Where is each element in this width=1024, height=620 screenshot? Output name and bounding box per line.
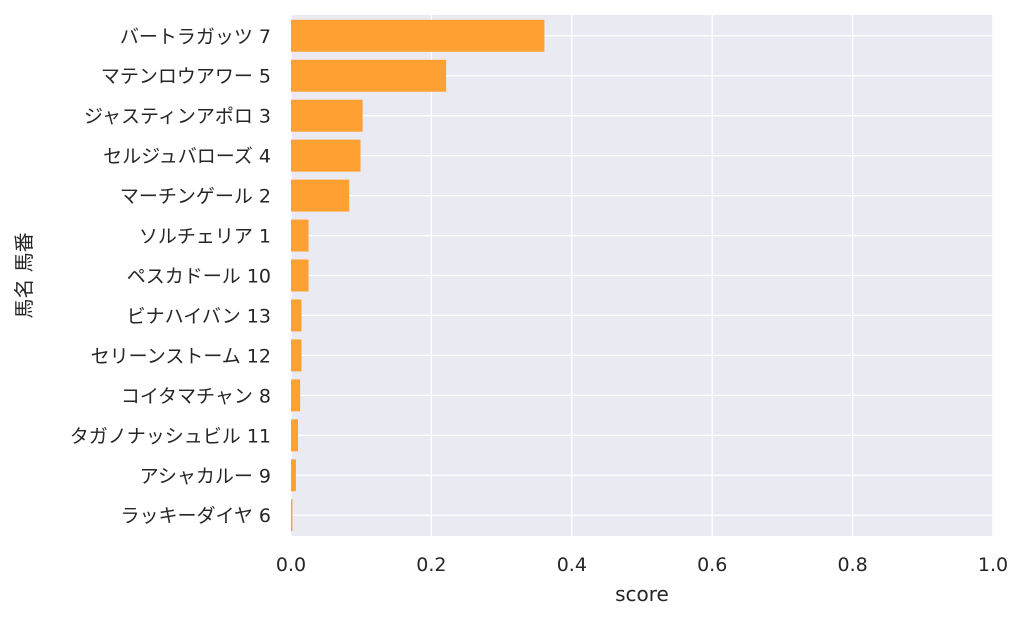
x-tick-label: 1.0 <box>978 554 1008 576</box>
x-tick-label: 0.4 <box>557 554 587 576</box>
x-tick-labels: 0.0 0.2 0.4 0.6 0.8 1.0 <box>276 554 1008 576</box>
y-axis-label: 馬名 馬番 <box>12 232 36 318</box>
bar <box>291 379 301 412</box>
y-tick-label: ジャスティンアポロ 3 <box>84 106 271 128</box>
x-tick-label: 0.0 <box>276 554 306 576</box>
bar <box>291 299 302 332</box>
x-axis-label: score <box>615 582 669 606</box>
y-tick-label: ソルチェリア 1 <box>139 226 271 248</box>
bar <box>291 499 293 532</box>
y-tick-label: コイタマチャン 8 <box>121 385 271 407</box>
bar <box>291 139 361 172</box>
y-tick-label: ラッキーダイヤ 6 <box>120 505 271 527</box>
y-tick-label: ビナハイバン 13 <box>127 305 271 327</box>
bar <box>291 339 302 372</box>
bar <box>291 99 363 132</box>
bar <box>291 219 309 252</box>
y-tick-label: マテンロウアワー 5 <box>101 66 271 88</box>
y-tick-label: アシャカルー 9 <box>140 465 271 487</box>
y-tick-labels: バートラガッツ 7 マテンロウアワー 5 ジャスティンアポロ 3 セルジュバローズ 4… <box>70 26 271 527</box>
y-tick-label: タガノナッシュビル 11 <box>70 425 271 447</box>
y-tick-label: セルジュバローズ 4 <box>103 146 271 168</box>
bar <box>291 419 299 452</box>
bar <box>291 459 296 492</box>
bar <box>291 179 350 212</box>
x-tick-label: 0.2 <box>416 554 446 576</box>
y-tick-label: ペスカドール 10 <box>127 266 271 288</box>
bar <box>291 259 309 292</box>
x-tick-label: 0.6 <box>697 554 727 576</box>
y-tick-label: セリーンストーム 12 <box>91 345 271 367</box>
y-tick-label: マーチンゲール 2 <box>120 186 271 208</box>
bars <box>291 19 545 532</box>
bar <box>291 59 447 92</box>
bar <box>291 19 545 52</box>
x-tick-label: 0.8 <box>837 554 867 576</box>
y-tick-label: バートラガッツ 7 <box>120 26 271 48</box>
